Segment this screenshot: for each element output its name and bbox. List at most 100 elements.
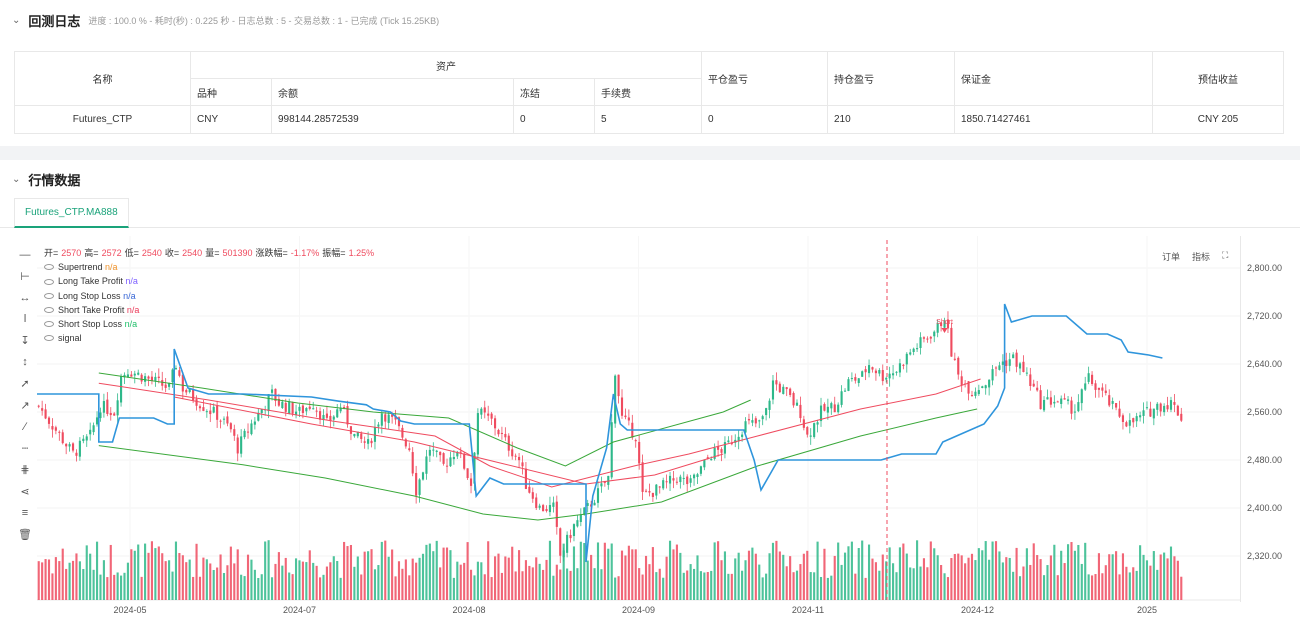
legend-supertrend[interactable]: Supertrend n/a bbox=[44, 260, 377, 274]
vertical-line-icon[interactable]: ǀ bbox=[23, 313, 27, 326]
eye-icon[interactable] bbox=[44, 292, 54, 299]
ruler-icon[interactable]: ≡ bbox=[21, 506, 29, 519]
chevron-down-icon[interactable]: ⌄ bbox=[12, 14, 21, 26]
horizontal-line-icon[interactable]: — bbox=[19, 248, 31, 261]
market-section-header[interactable]: ⌄ 行情数据 bbox=[0, 161, 80, 197]
candle bbox=[41, 408, 44, 411]
volume-bar bbox=[840, 564, 843, 600]
volume-bar bbox=[1073, 550, 1076, 600]
candle bbox=[51, 426, 54, 430]
volume-bar bbox=[765, 573, 768, 600]
orders-button[interactable]: 订单 bbox=[1162, 252, 1181, 262]
volume-bar bbox=[363, 551, 366, 600]
volume-bar bbox=[922, 558, 926, 600]
candle bbox=[878, 370, 881, 374]
volume-bar bbox=[82, 569, 85, 600]
trash-icon[interactable]: 🗑 bbox=[18, 528, 32, 541]
cell-symbol: CNY bbox=[190, 105, 272, 134]
candle bbox=[744, 421, 747, 433]
candle bbox=[377, 424, 380, 427]
candle bbox=[689, 478, 692, 483]
candle bbox=[981, 386, 984, 389]
volume-bar bbox=[638, 568, 641, 600]
candle bbox=[487, 413, 490, 416]
candle bbox=[747, 418, 751, 421]
tab-futures-ctp-ma888[interactable]: Futures_CTP.MA888 bbox=[14, 198, 129, 228]
candlestick-chart[interactable]: 2,800.00 2,720.00 2,640.00 2,560.00 2,480.00… bbox=[0, 236, 1300, 616]
chart-legend: 开= 2570 高= 2572 低= 2540 收= 2540 量= 501390 涨跌幅… bbox=[44, 246, 377, 345]
segment-icon[interactable]: ∕ bbox=[24, 420, 26, 433]
volume-bar bbox=[686, 570, 689, 600]
candle bbox=[133, 373, 136, 376]
candle bbox=[380, 413, 383, 426]
eye-icon[interactable] bbox=[44, 335, 54, 342]
volume-bar bbox=[672, 549, 675, 600]
legend-long-take-profit[interactable]: Long Take Profit n/a bbox=[44, 274, 377, 288]
volume-bar bbox=[44, 559, 47, 600]
candle bbox=[339, 407, 342, 412]
channel-line-green bbox=[98, 408, 978, 521]
fib-icon[interactable]: ⋖ bbox=[20, 485, 30, 498]
vertical-ray-icon[interactable]: ↧ bbox=[20, 335, 30, 348]
volume-bar bbox=[957, 553, 960, 600]
candle bbox=[360, 433, 363, 440]
volume-bar bbox=[940, 564, 943, 600]
volume-bar bbox=[720, 560, 723, 600]
volume-bar bbox=[1149, 565, 1152, 600]
candle bbox=[1118, 408, 1121, 417]
candle bbox=[473, 452, 476, 484]
candle bbox=[651, 492, 654, 497]
legend-short-stop-loss[interactable]: Short Stop Loss n/a bbox=[44, 317, 377, 331]
candle bbox=[102, 401, 105, 413]
chart-actions: 订单 指标 ⛶ bbox=[1158, 248, 1232, 265]
candle bbox=[174, 367, 178, 370]
eye-icon[interactable] bbox=[44, 278, 54, 285]
horizontal-segment-icon[interactable]: ↔ bbox=[19, 291, 31, 304]
trend-line-icon[interactable]: ➚ bbox=[20, 378, 30, 391]
indicators-button[interactable]: 指标 bbox=[1192, 252, 1211, 262]
parallel-channel-icon[interactable]: ⋕ bbox=[20, 464, 30, 477]
candle bbox=[1029, 374, 1032, 387]
volume-bar bbox=[219, 554, 222, 600]
volume-bar bbox=[171, 571, 174, 600]
volume-bar bbox=[466, 542, 469, 600]
candle bbox=[717, 446, 720, 450]
candle bbox=[521, 462, 524, 467]
volume-bar bbox=[799, 564, 802, 600]
legend-signal[interactable]: signal bbox=[44, 331, 377, 345]
chevron-down-icon[interactable]: ⌄ bbox=[12, 173, 21, 185]
candle bbox=[686, 476, 689, 485]
volume-bar bbox=[668, 540, 672, 600]
log-section-header[interactable]: ⌄ 回测日志 进度 : 100.0 % - 耗时(秒) : 0.225 秒 - … bbox=[0, 2, 439, 38]
legend-long-stop-loss[interactable]: Long Stop Loss n/a bbox=[44, 289, 377, 303]
volume-bar bbox=[99, 574, 102, 600]
section-divider bbox=[0, 146, 1300, 160]
candle bbox=[1094, 383, 1097, 390]
vertical-segment-icon[interactable]: ↕ bbox=[22, 356, 28, 369]
volume-bar bbox=[277, 552, 280, 600]
volume-bar bbox=[418, 557, 421, 600]
volume-bar bbox=[284, 557, 287, 600]
candle bbox=[1121, 415, 1125, 422]
volume-bar bbox=[524, 560, 528, 600]
volume-bar bbox=[319, 577, 322, 600]
volume-bar bbox=[195, 543, 198, 600]
volume-bar bbox=[950, 558, 953, 600]
price-line-icon[interactable]: ┄ bbox=[21, 442, 29, 455]
volume-bar bbox=[435, 540, 438, 600]
volume-bar bbox=[521, 571, 524, 600]
eye-icon[interactable] bbox=[44, 321, 54, 328]
fullscreen-icon[interactable]: ⛶ bbox=[1222, 250, 1229, 260]
horizontal-ray-icon[interactable]: ⊢ bbox=[20, 270, 30, 283]
volume-bar bbox=[586, 560, 589, 600]
eye-icon[interactable] bbox=[44, 306, 54, 313]
legend-short-take-profit[interactable]: Short Take Profit n/a bbox=[44, 303, 377, 317]
ray-line-icon[interactable]: ↗ bbox=[20, 399, 30, 412]
eye-icon[interactable] bbox=[44, 264, 54, 271]
volume-bar bbox=[545, 559, 548, 600]
candle bbox=[236, 437, 239, 454]
candle bbox=[843, 390, 847, 392]
candle bbox=[1042, 399, 1046, 411]
volume-bar bbox=[432, 551, 435, 600]
volume-bar bbox=[881, 554, 884, 600]
